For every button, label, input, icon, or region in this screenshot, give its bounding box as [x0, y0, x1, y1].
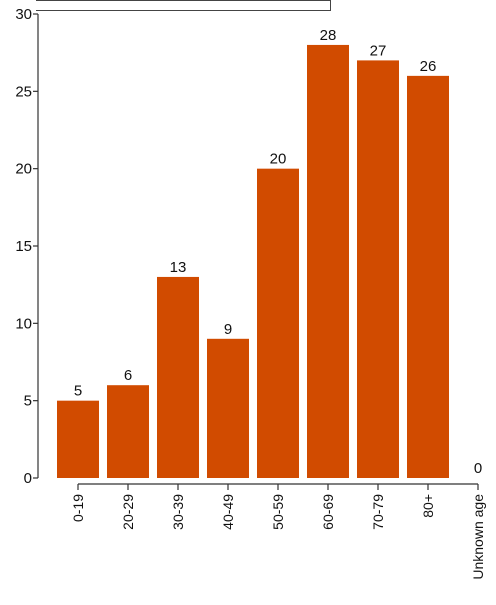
x-axis: 0-19 20-29 30-39 40-49 50-59 60-69 70-79 80+ Unk…	[70, 483, 486, 580]
x-tick-label: 0-19	[70, 494, 86, 522]
data-label: 13	[170, 259, 187, 276]
bar	[57, 400, 99, 478]
data-label: 20	[270, 151, 287, 168]
bar	[207, 338, 249, 478]
x-tick-label: 50-59	[270, 494, 286, 530]
x-tick-label: Unknown age	[470, 494, 486, 580]
data-label: 5	[74, 383, 82, 400]
title-box-frame	[36, 0, 331, 11]
data-label: 9	[224, 321, 232, 338]
data-labels-group: 5 6 13 9 20 28 27 26 0	[74, 27, 482, 477]
y-tick-label: 0	[24, 470, 32, 487]
y-tick-label: 25	[15, 83, 32, 100]
data-label: 27	[370, 42, 387, 59]
bar	[357, 60, 399, 479]
x-tick-label: 60-69	[320, 494, 336, 530]
y-axis: 0 5 10 15 20 25 30	[15, 6, 39, 487]
bars-group	[57, 44, 449, 479]
data-label: 6	[124, 367, 132, 384]
y-tick-label: 15	[15, 238, 32, 255]
y-tick-label: 20	[15, 161, 32, 178]
bar	[257, 168, 299, 478]
x-tick-label: 20-29	[120, 494, 136, 530]
y-tick-label: 30	[15, 6, 32, 23]
data-label: 28	[320, 27, 337, 44]
bar	[157, 276, 199, 478]
x-tick-label: 30-39	[170, 494, 186, 530]
data-label: 0	[474, 460, 482, 477]
x-tick-label: 80+	[420, 494, 436, 518]
bar	[307, 44, 349, 478]
bar	[407, 75, 449, 478]
data-label: 26	[420, 58, 437, 75]
y-tick-label: 5	[24, 393, 32, 410]
x-tick-label: 40-49	[220, 494, 236, 530]
bar	[107, 385, 149, 478]
y-tick-label: 10	[15, 315, 32, 332]
x-tick-label: 70-79	[370, 494, 386, 530]
